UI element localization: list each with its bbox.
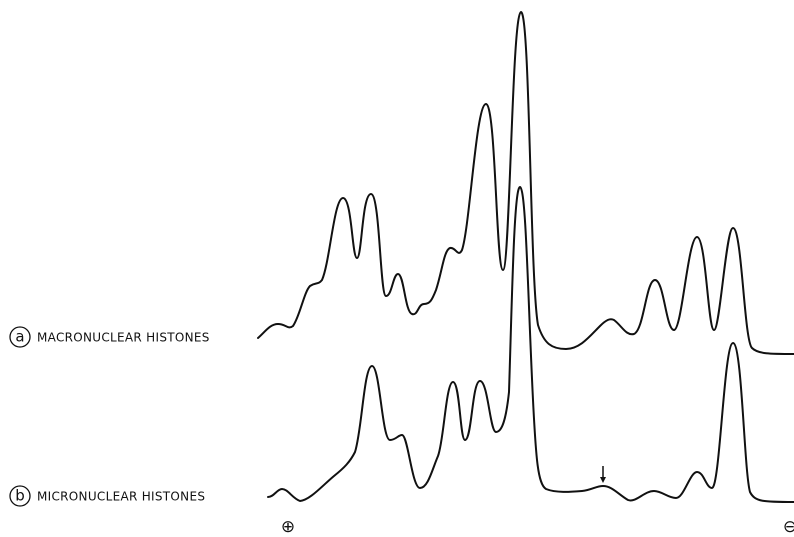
anode-symbol: ⊕ (281, 517, 295, 537)
trace-label: MACRONUCLEAR HISTONES (37, 331, 210, 345)
arrow-head (600, 477, 606, 483)
letter-circle (9, 326, 31, 348)
trace-letter: a (15, 328, 24, 346)
trace-a (257, 11, 794, 355)
letter-circle (9, 485, 31, 507)
trace-letter: b (15, 487, 25, 505)
trace-label: MICRONUCLEAR HISTONES (37, 490, 205, 504)
cathode-symbol: ⊖ (783, 517, 794, 537)
trace-b (267, 186, 794, 503)
